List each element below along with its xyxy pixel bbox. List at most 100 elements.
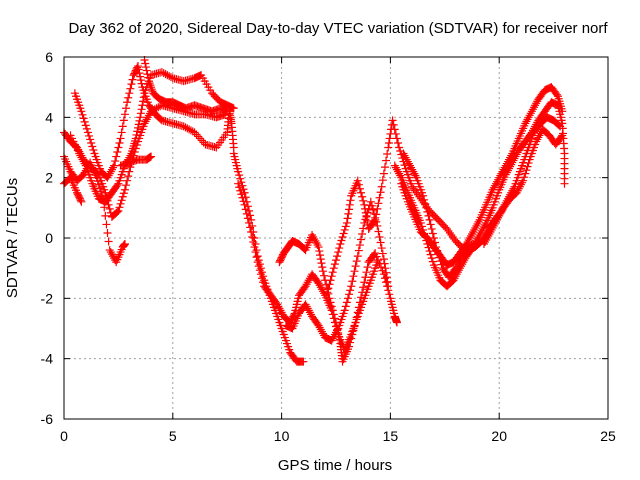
data-point xyxy=(235,171,244,180)
data-point xyxy=(77,153,86,162)
data-point xyxy=(126,84,135,93)
data-point xyxy=(135,116,144,125)
data-point xyxy=(104,171,113,180)
data-point xyxy=(346,338,355,347)
data-point xyxy=(335,244,344,253)
data-point xyxy=(333,326,342,335)
data-point xyxy=(558,107,567,116)
data-point xyxy=(415,192,424,201)
data-point xyxy=(192,130,201,139)
data-point xyxy=(78,110,87,119)
data-point xyxy=(367,201,376,210)
data-point xyxy=(532,137,541,146)
data-point xyxy=(352,313,361,322)
data-point xyxy=(113,148,122,157)
data-point xyxy=(105,204,114,213)
data-point xyxy=(236,174,245,183)
data-point xyxy=(499,165,508,174)
data-point xyxy=(316,251,325,260)
data-point xyxy=(318,267,327,276)
data-point xyxy=(113,181,122,190)
data-point xyxy=(533,135,542,144)
data-point xyxy=(350,267,359,276)
data-point xyxy=(237,190,246,199)
data-point xyxy=(140,119,149,128)
data-point xyxy=(333,252,342,261)
data-point xyxy=(249,238,258,247)
data-point xyxy=(355,298,364,307)
data-point xyxy=(315,323,324,332)
data-point xyxy=(464,236,473,245)
data-point xyxy=(360,278,369,287)
data-point xyxy=(409,167,418,176)
data-point xyxy=(351,318,360,327)
data-point xyxy=(277,308,286,317)
data-point xyxy=(513,186,522,195)
data-point xyxy=(340,225,349,234)
data-point xyxy=(75,149,84,158)
data-point xyxy=(468,229,476,238)
data-point xyxy=(389,120,398,129)
data-point xyxy=(325,294,334,303)
data-point xyxy=(375,232,384,241)
data-point xyxy=(525,111,534,120)
data-point xyxy=(251,248,260,257)
data-point xyxy=(238,193,247,202)
x-tick-label: 0 xyxy=(60,428,68,444)
y-tick-label: 4 xyxy=(45,109,53,125)
data-point xyxy=(481,238,490,247)
data-point xyxy=(484,231,493,240)
data-point xyxy=(86,135,95,144)
data-point xyxy=(181,123,190,132)
data-point xyxy=(471,223,480,232)
data-point xyxy=(314,321,323,330)
data-point xyxy=(442,224,451,233)
data-point xyxy=(384,282,393,291)
data-point xyxy=(419,191,428,200)
data-point xyxy=(490,219,499,228)
data-point xyxy=(304,306,313,315)
data-point xyxy=(354,180,363,189)
data-point xyxy=(522,166,531,175)
data-point xyxy=(353,252,362,261)
data-point xyxy=(103,173,112,182)
data-point xyxy=(523,115,532,124)
data-point xyxy=(299,357,308,366)
data-point xyxy=(229,104,238,113)
data-point xyxy=(361,273,370,282)
data-point xyxy=(557,132,566,141)
data-point xyxy=(426,220,435,229)
data-point xyxy=(343,294,352,303)
data-point xyxy=(165,72,174,81)
data-point xyxy=(380,163,389,172)
data-point xyxy=(123,176,132,185)
data-point xyxy=(413,190,422,199)
data-point xyxy=(504,155,513,164)
data-point xyxy=(136,72,145,81)
data-point xyxy=(320,271,329,280)
data-point xyxy=(234,179,243,188)
data-point xyxy=(327,302,336,311)
data-point xyxy=(488,185,497,194)
data-point xyxy=(274,302,283,311)
x-tick-label: 20 xyxy=(491,428,507,444)
data-point xyxy=(410,169,419,178)
data-point xyxy=(482,236,491,245)
data-point xyxy=(142,66,151,75)
y-tick-label: -6 xyxy=(41,411,54,427)
data-point xyxy=(342,218,351,227)
data-point xyxy=(276,306,285,315)
data-point xyxy=(250,243,259,252)
data-point xyxy=(357,293,366,302)
data-point xyxy=(310,235,319,244)
data-point xyxy=(472,221,481,230)
data-point xyxy=(124,172,133,181)
data-point xyxy=(120,110,129,119)
data-point xyxy=(133,127,142,136)
data-point xyxy=(495,173,504,182)
data-point xyxy=(301,282,310,291)
data-point xyxy=(427,224,436,233)
data-point xyxy=(301,300,310,309)
data-point xyxy=(303,278,312,287)
data-point xyxy=(426,250,435,259)
